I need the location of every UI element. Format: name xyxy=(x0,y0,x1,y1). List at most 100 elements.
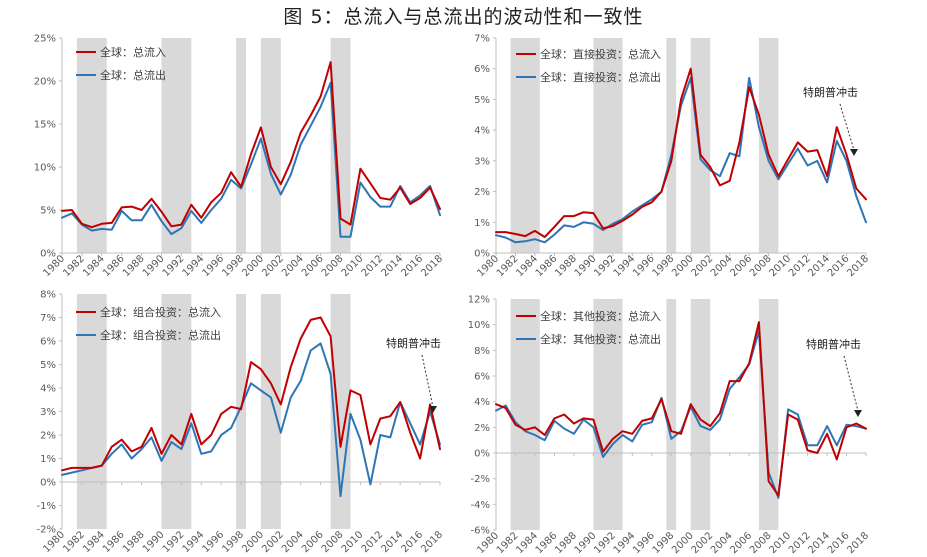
chart-panel-1: 0%5%10%15%20%25%198019821984198619881990… xyxy=(34,34,445,280)
y-tick-label: 1% xyxy=(474,218,490,229)
y-tick-label: 10% xyxy=(468,320,490,331)
shaded-band xyxy=(260,294,281,529)
x-tick-label: 2002 xyxy=(690,253,716,279)
x-tick-label: 2016 xyxy=(826,530,852,556)
x-tick-label: 2006 xyxy=(300,529,326,555)
shaded-band xyxy=(758,299,779,530)
y-tick-label: 7% xyxy=(474,34,490,45)
series-line-outflow xyxy=(495,330,867,499)
y-tick-label: 8% xyxy=(474,346,490,357)
x-tick-label: 2002 xyxy=(260,529,286,555)
annotation-arrow-head xyxy=(429,406,437,413)
y-tick-label: -4% xyxy=(471,500,490,511)
x-tick-label: 1990 xyxy=(141,253,167,279)
shaded-band xyxy=(260,38,281,253)
y-tick-label: 25% xyxy=(34,34,56,45)
shaded-band xyxy=(690,299,711,530)
shaded-band xyxy=(666,38,677,253)
x-tick-label: 1984 xyxy=(81,529,107,555)
x-tick-label: 2008 xyxy=(320,253,346,279)
x-tick-label: 1992 xyxy=(161,529,187,555)
y-tick-label: 12% xyxy=(468,295,490,306)
y-tick-label: 1% xyxy=(40,454,56,465)
x-tick-label: 2012 xyxy=(360,253,386,279)
x-tick-label: 2016 xyxy=(399,529,425,555)
annotation-arrow-line xyxy=(843,355,859,412)
annotation-arrow-head xyxy=(850,149,858,156)
series-line-inflow xyxy=(61,316,441,472)
x-tick-label: 2018 xyxy=(419,529,445,555)
shaded-band xyxy=(666,299,677,530)
y-tick-label: -1% xyxy=(37,501,56,512)
legend-label: 全球：总流出 xyxy=(100,68,166,82)
x-tick-label: 2002 xyxy=(260,253,286,279)
x-tick-label: 2012 xyxy=(787,530,813,556)
legend-label: 全球：直接投资：总流出 xyxy=(540,70,661,84)
x-tick-label: 1992 xyxy=(592,253,618,279)
y-tick-label: 0% xyxy=(40,249,56,260)
chart-panel-3: -2%-1%0%1%2%3%4%5%6%7%8%1980198219841986… xyxy=(37,290,446,556)
x-tick-label: 1984 xyxy=(514,530,540,556)
x-tick-label: 1996 xyxy=(631,253,657,279)
x-tick-label: 1982 xyxy=(61,529,87,555)
y-tick-label: 5% xyxy=(474,95,490,106)
x-tick-label: 2002 xyxy=(690,530,716,556)
x-tick-label: 2000 xyxy=(670,530,696,556)
series-line-inflow xyxy=(495,67,867,238)
legend-label: 全球：组合投资：总流出 xyxy=(100,328,221,342)
x-tick-label: 2012 xyxy=(360,529,386,555)
y-tick-label: 3% xyxy=(474,156,490,167)
series-line-outflow xyxy=(61,342,441,498)
y-tick-label: 10% xyxy=(34,163,56,174)
x-tick-label: 1990 xyxy=(573,253,599,279)
x-tick-label: 2006 xyxy=(300,253,326,279)
series-line-inflow xyxy=(495,321,867,497)
shaded-band xyxy=(236,294,247,529)
x-tick-label: 2008 xyxy=(748,530,774,556)
x-tick-label: 1998 xyxy=(651,530,677,556)
x-tick-label: 2004 xyxy=(280,529,306,555)
x-tick-label: 1998 xyxy=(220,529,246,555)
shaded-band xyxy=(330,294,351,529)
y-tick-label: 0% xyxy=(474,249,490,260)
x-tick-label: 2008 xyxy=(748,253,774,279)
x-tick-label: 2010 xyxy=(340,529,366,555)
x-tick-label: 2018 xyxy=(419,253,445,279)
x-tick-label: 1996 xyxy=(631,530,657,556)
x-tick-label: 1998 xyxy=(220,253,246,279)
x-tick-label: 1988 xyxy=(553,253,579,279)
x-tick-label: 2004 xyxy=(709,253,735,279)
annotation-label: 特朗普冲击 xyxy=(386,336,441,350)
y-tick-label: 20% xyxy=(34,77,56,88)
y-tick-label: 7% xyxy=(40,313,56,324)
y-tick-label: 0% xyxy=(474,449,490,460)
legend-label: 全球：直接投资：总流入 xyxy=(540,47,661,61)
legend-label: 全球：总流入 xyxy=(100,45,166,59)
x-tick-label: 1988 xyxy=(553,530,579,556)
x-tick-label: 2010 xyxy=(767,530,793,556)
shaded-band xyxy=(161,294,192,529)
shaded-band xyxy=(76,294,107,529)
shaded-band xyxy=(161,38,192,253)
x-tick-label: 2016 xyxy=(826,253,852,279)
x-tick-label: 1994 xyxy=(612,253,638,279)
y-tick-label: -2% xyxy=(37,525,56,536)
x-tick-label: 1986 xyxy=(101,529,127,555)
legend-label: 全球：组合投资：总流入 xyxy=(100,305,221,319)
annotation-label: 特朗普冲击 xyxy=(803,85,858,99)
y-tick-label: -6% xyxy=(471,526,490,537)
shaded-band xyxy=(593,299,623,530)
x-tick-label: 2000 xyxy=(240,253,266,279)
annotation-arrow-line xyxy=(421,354,434,408)
x-tick-label: 2014 xyxy=(806,253,832,279)
shaded-band xyxy=(593,38,623,253)
x-tick-label: 2014 xyxy=(380,529,406,555)
x-tick-label: 2008 xyxy=(320,529,346,555)
annotation-arrow-line xyxy=(839,103,855,151)
x-tick-label: 1982 xyxy=(495,530,521,556)
x-tick-label: 1988 xyxy=(121,253,147,279)
annotation-label: 特朗普冲击 xyxy=(806,337,861,351)
shaded-band xyxy=(510,299,540,530)
x-tick-label: 1994 xyxy=(181,253,207,279)
y-tick-label: 6% xyxy=(474,372,490,383)
